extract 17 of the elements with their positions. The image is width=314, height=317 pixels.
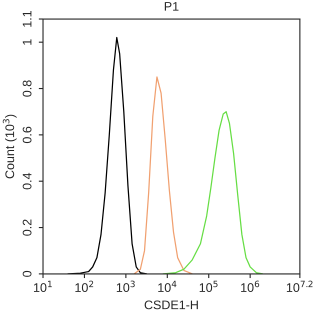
x-tick-label: 10$^{7.2}$ (286, 280, 313, 292)
x-tick-label: 10$^{4}$ (158, 280, 176, 292)
x-tick-label: 10$^{6}$ (241, 280, 260, 292)
x-tick-label: 10$^{3}$ (116, 280, 135, 292)
y-tick-label: 0.4 (22, 172, 32, 190)
y-tick-label: 0 (22, 270, 32, 277)
y-axis-title: Count (10$^{3}$) (2, 114, 17, 178)
y-tick-label: 0.2 (22, 219, 32, 236)
y-tick-label: 1.1 (22, 10, 32, 27)
chart-title: P1 (164, 2, 178, 11)
x-axis-title: CSDE1-H (144, 300, 198, 310)
x-tick-label: 10$^{5}$ (200, 280, 218, 292)
y-tick-label: 0.8 (22, 80, 32, 97)
y-tick-label: 1 (22, 39, 32, 45)
x-tick-label: 10$^{2}$ (75, 280, 94, 292)
y-tick-label: 0.6 (22, 126, 32, 144)
x-tick-label: 10$^{1}$ (34, 280, 52, 292)
